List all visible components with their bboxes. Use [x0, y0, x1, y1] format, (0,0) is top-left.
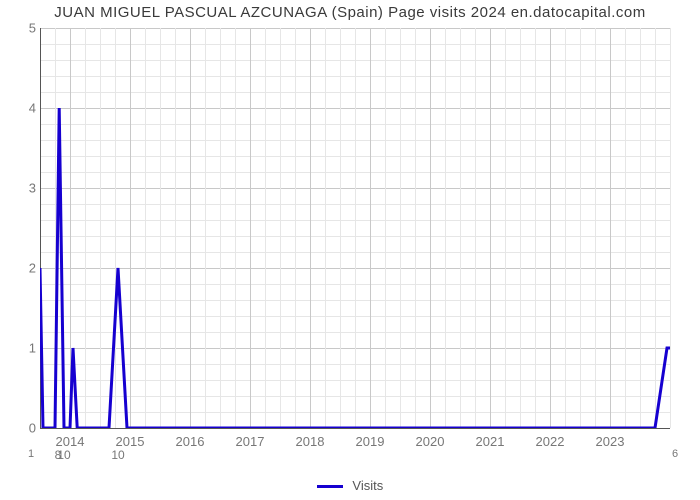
ytick-label: 2 [18, 261, 36, 276]
chart-title: JUAN MIGUEL PASCUAL AZCUNAGA (Spain) Pag… [0, 4, 700, 21]
xtick-label: 2017 [236, 434, 265, 449]
xtick-label: 2020 [416, 434, 445, 449]
ytick-label: 5 [18, 21, 36, 36]
xtick-label: 2015 [116, 434, 145, 449]
legend: Visits [0, 478, 700, 493]
xtick-label: 2018 [296, 434, 325, 449]
xtick-label: 2021 [476, 434, 505, 449]
chart-container: { "title": "JUAN MIGUEL PASCUAL AZCUNAGA… [0, 0, 700, 500]
ytick-label: 4 [18, 101, 36, 116]
right-corner-label: 6 [672, 448, 678, 460]
xtick-label: 2023 [596, 434, 625, 449]
ytick-label: 0 [18, 421, 36, 436]
legend-label: Visits [352, 478, 383, 493]
bottom-minor-label: 10 [111, 448, 124, 462]
xtick-label: 2014 [56, 434, 85, 449]
legend-swatch [317, 485, 343, 488]
left-corner-label: 1 [28, 448, 34, 460]
xtick-label: 2019 [356, 434, 385, 449]
line-series [40, 28, 670, 428]
ytick-label: 1 [18, 341, 36, 356]
xtick-label: 2022 [536, 434, 565, 449]
xtick-label: 2016 [176, 434, 205, 449]
ytick-label: 3 [18, 181, 36, 196]
bottom-minor-label: 10 [57, 448, 70, 462]
plot-area: 0123452014201520162017201820192020202120… [40, 28, 670, 428]
